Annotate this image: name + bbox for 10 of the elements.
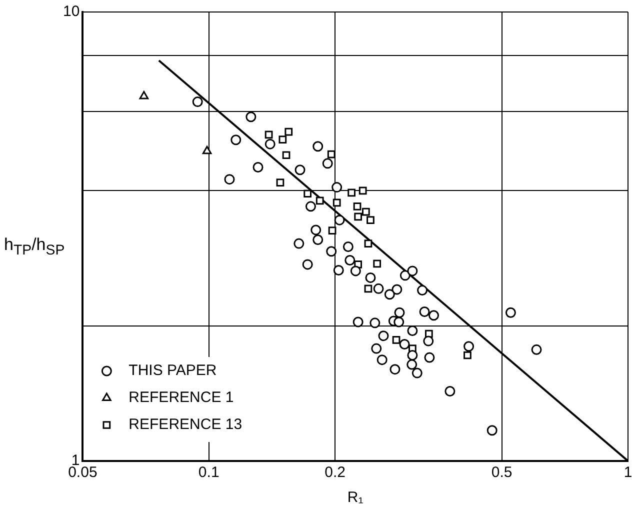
x-tick-label: 1: [624, 464, 632, 482]
y-axis-title: h$_{TP}$/h$_{SP}$: [4, 235, 65, 258]
legend-label: REFERENCE 13: [128, 416, 242, 434]
x-tick-label: 0.1: [198, 464, 220, 482]
y-tick-label: 10: [62, 3, 80, 20]
x-axis-title: R₁: [347, 489, 364, 506]
x-tick-label: 0.2: [324, 464, 346, 482]
legend-label: THIS PAPER: [128, 362, 217, 380]
x-tick-label: 0.5: [491, 464, 512, 482]
legend-label: REFERENCE 1: [128, 389, 234, 406]
